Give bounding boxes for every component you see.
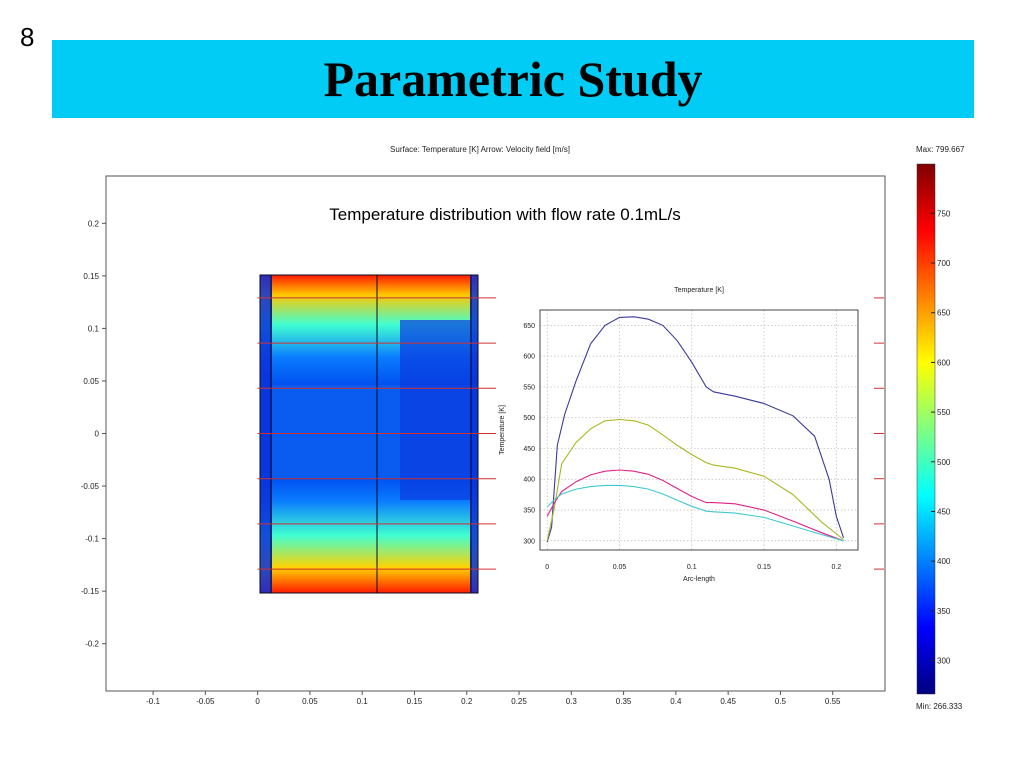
figure-annotation: Temperature distribution with flow rate … [329, 205, 681, 224]
slide-number: 8 [20, 22, 35, 52]
main-x-tick-label: 0.15 [407, 697, 423, 706]
main-y-ticks: 0.2 0.15 0.1 0.05 0 -0.05 -0.1 -0.15 -0.2 [81, 219, 106, 649]
main-x-tick-label: 0.55 [825, 697, 841, 706]
main-y-tick-label: 0 [95, 430, 100, 439]
inset-title: Temperature [K] [674, 287, 724, 294]
inset-x-tick-label: 0.2 [831, 564, 841, 571]
main-y-tick-label: -0.15 [81, 587, 100, 596]
main-x-tick-label: 0.45 [720, 697, 736, 706]
colorbar-tick-label: 550 [937, 408, 951, 417]
inset-y-tick-label: 450 [523, 446, 535, 453]
inset-background [496, 270, 874, 588]
colorbar-tick-label: 500 [937, 458, 951, 467]
inset-y-ticks: 300 350 400 450 500 550 600 650 [523, 323, 535, 545]
main-y-tick-label: -0.05 [81, 482, 100, 491]
figure-header: Surface: Temperature [K] Arrow: Velocity… [390, 145, 570, 154]
title-band: Parametric Study [52, 40, 974, 118]
colorbar-tick-label: 700 [937, 259, 951, 268]
inset-line-chart: Temperature [K] 0 0.05 0.1 0.15 0.2 300 350 40… [496, 270, 874, 588]
main-x-tick-label: 0.35 [616, 697, 632, 706]
main-x-ticks: -0.1 -0.05 0 0.05 0.1 0.15 0.2 0.25 0.3 0.35 0.4 0.… [146, 691, 841, 706]
colorbar-max-label: Max: 799.667 [916, 145, 965, 154]
main-y-tick-label: 0.1 [88, 324, 100, 333]
inset-series-line-1 [546, 316, 845, 543]
main-x-tick-label: 0.5 [775, 697, 787, 706]
inset-ylabel: Temperature [K] [499, 405, 506, 455]
colorbar: Max: 799.667 750 700 650 600 550 500 450 400 350… [916, 145, 965, 711]
main-x-tick-label: 0.25 [511, 697, 527, 706]
inset-plot-frame [539, 309, 859, 551]
colorbar-gradient [916, 163, 936, 695]
slide-title: Parametric Study [323, 51, 703, 107]
main-x-tick-label: -0.1 [146, 697, 160, 706]
inset-series-line-4 [546, 484, 844, 542]
inset-x-tick-label: 0.05 [613, 564, 627, 571]
main-y-tick-label: 0.2 [88, 219, 100, 228]
colorbar-min-label: Min: 266.333 [916, 702, 963, 711]
colorbar-tick-label: 350 [937, 607, 951, 616]
main-x-tick-label: 0.3 [566, 697, 578, 706]
colorbar-tick-label: 300 [937, 657, 951, 666]
main-y-tick-label: 0.05 [83, 377, 99, 386]
colorbar-tick-label: 750 [937, 209, 951, 218]
colorbar-tick-label: 600 [937, 358, 951, 367]
colorbar-tick-label: 650 [937, 309, 951, 318]
main-y-tick-label: -0.2 [85, 640, 99, 649]
inset-x-tick-label: 0.15 [757, 564, 771, 571]
inset-y-tick-label: 300 [523, 538, 535, 545]
inset-y-tick-label: 600 [523, 354, 535, 361]
main-x-tick-label: 0 [255, 697, 260, 706]
main-y-tick-label: 0.15 [83, 272, 99, 281]
colorbar-ticks: 750 700 650 600 550 500 450 400 350 300 [931, 209, 951, 666]
inset-series [546, 316, 845, 543]
main-x-tick-label: 0.1 [357, 697, 369, 706]
inset-xlabel: Arc-length [683, 576, 715, 583]
inset-x-ticks: 0 0.05 0.1 0.15 0.2 [545, 564, 841, 571]
inset-y-tick-label: 550 [523, 384, 535, 391]
colorbar-tick-label: 450 [937, 507, 951, 516]
main-y-tick-label: -0.1 [85, 535, 99, 544]
main-x-tick-label: 0.05 [302, 697, 318, 706]
inset-x-tick-label: 0 [545, 564, 549, 571]
inset-series-line-2 [546, 418, 844, 541]
inset-series-line-3 [546, 469, 844, 542]
heatmap-right-cold-band [400, 320, 470, 500]
main-x-tick-label: 0.4 [670, 697, 682, 706]
colorbar-tick-label: 400 [937, 557, 951, 566]
main-x-tick-label: 0.2 [461, 697, 473, 706]
inset-y-tick-label: 650 [523, 323, 535, 330]
inset-x-tick-label: 0.1 [687, 564, 697, 571]
inset-y-tick-label: 400 [523, 477, 535, 484]
inset-y-tick-label: 500 [523, 415, 535, 422]
inset-y-tick-label: 350 [523, 508, 535, 515]
main-x-tick-label: -0.05 [196, 697, 215, 706]
